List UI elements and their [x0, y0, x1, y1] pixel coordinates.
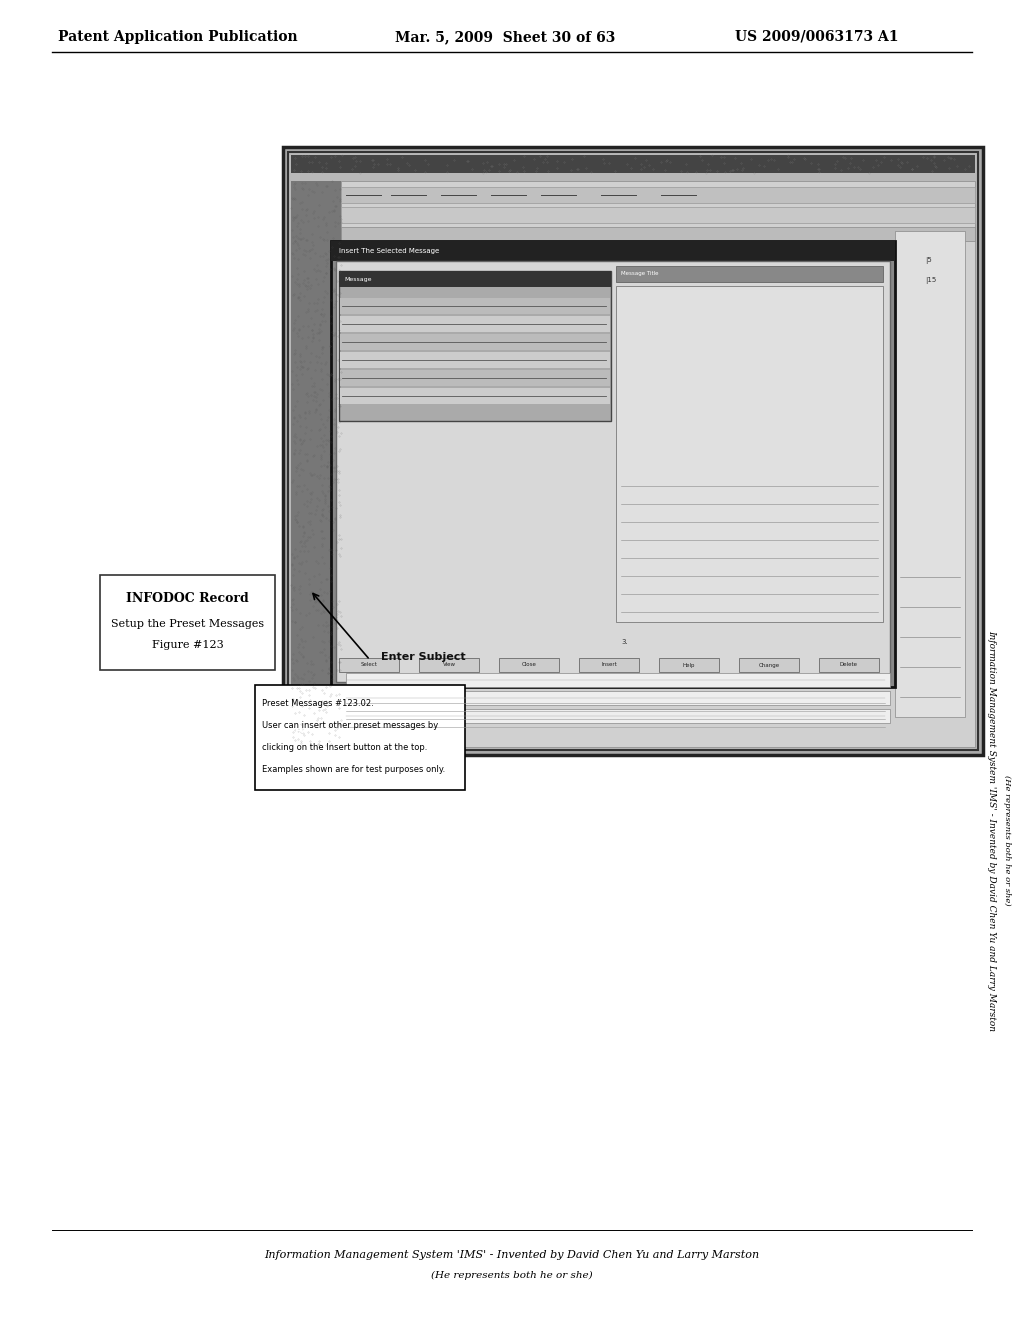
Bar	[288, 152, 978, 750]
Bar	[340, 388, 610, 404]
Bar	[339, 271, 611, 421]
Text: INFODOC Record: INFODOC Record	[126, 591, 249, 605]
Bar	[346, 690, 890, 705]
Text: Patent Application Publication: Patent Application Publication	[58, 30, 298, 44]
Text: Message Title: Message Title	[621, 272, 658, 276]
Text: Message: Message	[344, 276, 372, 281]
Bar	[341, 207, 975, 223]
Bar	[739, 657, 799, 672]
Text: (He represents both he or she): (He represents both he or she)	[1002, 775, 1011, 906]
Text: US 2009/0063173 A1: US 2009/0063173 A1	[735, 30, 898, 44]
Bar	[819, 657, 879, 672]
Text: Enter Subject: Enter Subject	[381, 652, 466, 663]
Bar	[346, 709, 890, 723]
Text: (He represents both he or she): (He represents both he or she)	[431, 1270, 593, 1279]
Text: User can insert other preset messages by: User can insert other preset messages by	[262, 721, 438, 730]
Bar	[499, 657, 559, 672]
Text: Delete: Delete	[840, 663, 858, 668]
Bar	[340, 334, 610, 350]
Bar	[336, 261, 890, 682]
Text: Mar. 5, 2009  Sheet 30 of 63: Mar. 5, 2009 Sheet 30 of 63	[395, 30, 615, 44]
Text: Figure #123: Figure #123	[152, 640, 223, 649]
Bar	[341, 181, 975, 747]
Text: Setup the Preset Messages: Setup the Preset Messages	[111, 619, 264, 630]
Text: clicking on the Insert button at the top.: clicking on the Insert button at the top…	[262, 742, 427, 751]
Bar	[339, 271, 611, 286]
Bar	[579, 657, 639, 672]
Bar	[340, 298, 610, 314]
Bar	[895, 231, 965, 717]
Bar	[100, 576, 275, 671]
Text: View: View	[442, 663, 456, 668]
Bar	[341, 187, 975, 203]
Bar	[331, 242, 895, 261]
Bar	[340, 352, 610, 368]
Bar	[331, 242, 895, 686]
Bar	[419, 657, 479, 672]
Bar	[659, 657, 719, 672]
Bar	[616, 267, 883, 282]
Bar	[616, 286, 883, 622]
Text: |5: |5	[925, 257, 932, 264]
Bar	[340, 370, 610, 385]
Text: A: A	[295, 725, 304, 735]
Bar	[291, 154, 975, 173]
Text: Change: Change	[759, 663, 779, 668]
Bar	[255, 685, 465, 789]
Text: Insert: Insert	[601, 663, 616, 668]
Text: Preset Messages #123.02.: Preset Messages #123.02.	[262, 698, 374, 708]
Text: Information Management System 'IMS' - Invented by David Chen Yu and Larry Marsto: Information Management System 'IMS' - In…	[987, 630, 996, 1031]
Text: Information Management System 'IMS' - Invented by David Chen Yu and Larry Marsto: Information Management System 'IMS' - In…	[264, 1250, 760, 1261]
Bar	[346, 673, 890, 686]
Bar	[339, 657, 399, 672]
Text: 3.: 3.	[621, 639, 628, 645]
Text: Insert The Selected Message: Insert The Selected Message	[339, 248, 439, 253]
Text: Examples shown are for test purposes only.: Examples shown are for test purposes onl…	[262, 764, 445, 774]
Text: Select: Select	[360, 663, 378, 668]
Bar	[283, 147, 983, 755]
Text: Help: Help	[683, 663, 695, 668]
Bar	[340, 315, 610, 333]
Text: |15: |15	[925, 277, 936, 285]
Bar	[341, 227, 975, 242]
Text: Close: Close	[521, 663, 537, 668]
Bar	[291, 181, 341, 747]
